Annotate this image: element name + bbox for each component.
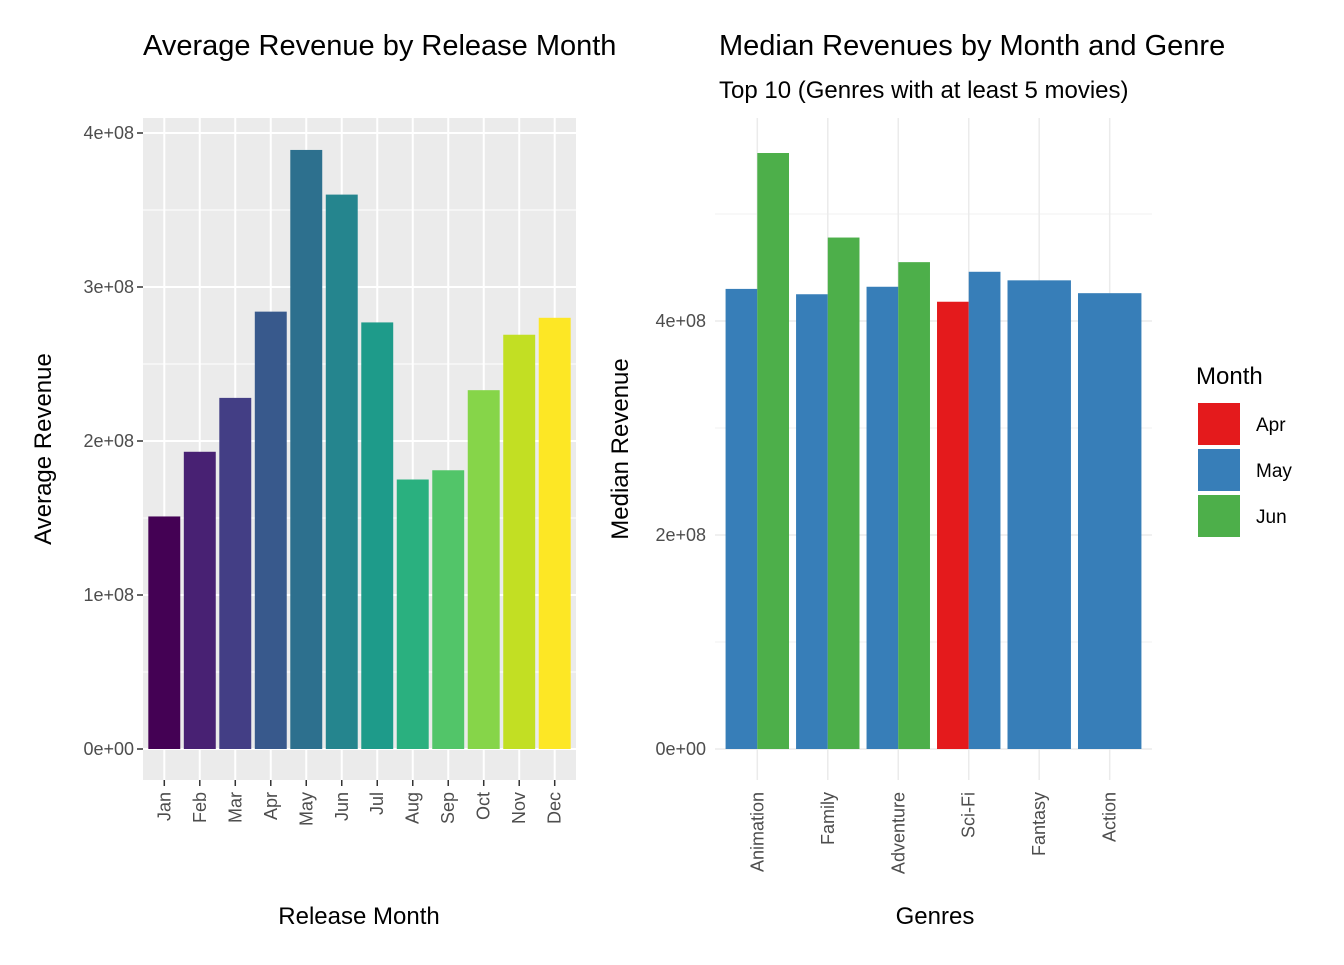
bar-aug: [396, 479, 429, 749]
left-x-tick-label: Aug: [403, 792, 423, 824]
left-x-tick-label: Sep: [438, 792, 458, 824]
legend-label-jun: Jun: [1256, 507, 1287, 528]
right-x-axis-title: Genres: [896, 903, 975, 930]
bar-adventure-may: [866, 286, 899, 749]
legend-key-apr: [1198, 403, 1240, 445]
right-chart-subtitle: Top 10 (Genres with at least 5 movies): [719, 77, 1129, 104]
left-y-tick-label: 3e+08: [83, 277, 134, 297]
bar-jan: [148, 516, 181, 749]
bar-scifi-may: [968, 271, 1001, 749]
bar-mar: [219, 397, 252, 749]
bar-sep: [432, 470, 465, 749]
right-x-tick-label: Action: [1100, 792, 1120, 842]
left-y-tick-label: 1e+08: [83, 585, 134, 605]
left-x-tick-label: Nov: [509, 792, 529, 824]
left-x-tick-label: Oct: [474, 792, 494, 820]
right-y-tick-label: 0e+00: [655, 739, 706, 759]
legend-key-jun: [1198, 495, 1240, 537]
right-x-tick-label: Family: [818, 792, 838, 845]
bar-scifi-apr: [937, 301, 969, 749]
legend-label-apr: Apr: [1256, 415, 1286, 436]
left-plot-panel: 0e+00 1e+08 2e+08 3e+08 4e+08 Jan Feb Mar Apr May…: [83, 118, 576, 826]
bar-nov: [503, 334, 536, 749]
right-x-tick-label: Adventure: [888, 792, 908, 874]
legend: Apr May Jun: [1198, 403, 1292, 537]
bar-apr: [254, 311, 287, 749]
bar-family-jun: [827, 237, 860, 750]
left-x-tick-label: Dec: [545, 792, 565, 824]
left-x-tick-label: Mar: [225, 792, 245, 823]
left-x-tick-label: Apr: [261, 792, 281, 820]
bar-dec: [538, 317, 571, 749]
bar-may: [290, 149, 323, 749]
left-x-tick-label: Jan: [154, 792, 174, 821]
legend-title: Month: [1196, 363, 1263, 390]
legend-key-may: [1198, 449, 1240, 491]
left-x-tick-label: Feb: [190, 792, 210, 823]
left-y-axis-title: Average Revenue: [30, 353, 57, 545]
bar-jul: [361, 322, 394, 749]
right-x-tick-label: Animation: [747, 792, 767, 872]
bar-fantasy-may: [1007, 280, 1071, 749]
bar-action-may: [1077, 293, 1142, 749]
bar-adventure-jun: [898, 262, 930, 749]
left-y-tick-label: 4e+08: [83, 123, 134, 143]
right-y-axis-title: Median Revenue: [607, 358, 634, 539]
right-plot-panel: 0e+00 2e+08 4e+08 Animation Family Adventure S…: [655, 118, 1152, 874]
bar-family-may: [796, 294, 828, 749]
left-y-tick-label: 0e+00: [83, 739, 134, 759]
left-x-tick-label: May: [296, 792, 316, 826]
left-x-axis-title: Release Month: [278, 903, 439, 930]
bar-animation-jun: [757, 153, 790, 749]
right-x-tick-label: Fantasy: [1029, 792, 1049, 856]
right-x-tick-label: Sci-Fi: [959, 792, 979, 838]
left-x-tick-label: Jul: [367, 792, 387, 815]
left-y-tick-label: 2e+08: [83, 431, 134, 451]
bar-animation-may: [725, 288, 758, 749]
left-chart-title: Average Revenue by Release Month: [143, 30, 616, 62]
bar-jun: [325, 194, 358, 750]
right-chart-title: Median Revenues by Month and Genre: [719, 30, 1225, 62]
legend-label-may: May: [1256, 461, 1292, 482]
left-x-tick-label: Jun: [332, 792, 352, 821]
right-y-tick-label: 2e+08: [655, 525, 706, 545]
right-y-tick-label: 4e+08: [655, 311, 706, 331]
bar-oct: [467, 390, 500, 749]
bar-feb: [183, 451, 216, 749]
